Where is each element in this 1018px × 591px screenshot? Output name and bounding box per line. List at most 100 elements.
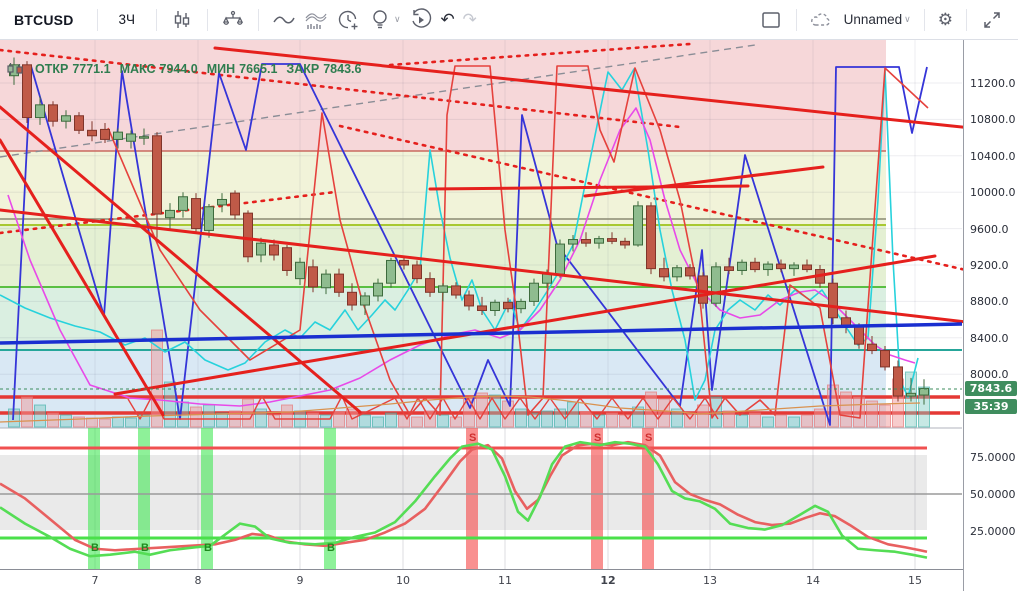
price-axis[interactable]: 7843.6 35:39 11200.0 10800.0 10400.0 10000.… [963, 40, 1018, 591]
candle-body [61, 115, 71, 122]
volume-bar [99, 418, 111, 428]
price-axis-tick: 9200.0 [970, 259, 1009, 272]
idea-bulb-icon[interactable] [366, 6, 394, 34]
time-axis-label: 14 [806, 574, 820, 587]
red-trendline[interactable] [583, 165, 825, 198]
buy-signal-bar[interactable] [88, 428, 100, 569]
cloud-save-icon[interactable] [808, 6, 836, 34]
volume-bar [281, 404, 293, 428]
volume-bar [866, 400, 878, 428]
buy-signal-bar[interactable] [324, 428, 336, 569]
volume-bar [580, 411, 592, 428]
red-dotted-trendline[interactable] [338, 124, 963, 282]
candle-body [269, 244, 279, 256]
time-axis[interactable]: 7 8 9 10 11 12 13 14 15 [0, 569, 963, 591]
settings-gear-icon[interactable]: ⚙ [937, 9, 953, 29]
volume-bar [671, 408, 683, 428]
buy-signal-bar[interactable] [201, 428, 213, 569]
candle-body [516, 300, 526, 310]
panel-square-icon[interactable] [757, 6, 785, 34]
sell-signal-label: S [594, 432, 601, 444]
buy-signal-bar[interactable] [138, 428, 150, 569]
indicators-icon[interactable] [302, 6, 330, 34]
chevron-down-icon[interactable]: ∨ [394, 14, 401, 24]
volume-bar [632, 406, 644, 428]
buy-signal-label: B [327, 542, 335, 554]
candle-body [789, 264, 799, 270]
red-trendline[interactable] [113, 254, 937, 396]
red-trendline[interactable] [0, 208, 963, 328]
replay-icon[interactable] [407, 6, 435, 34]
layout-name-button[interactable]: Unnamed [843, 12, 903, 27]
blue-trendline[interactable] [0, 322, 963, 345]
volume-bar [255, 408, 267, 428]
candle-body [724, 266, 734, 271]
candle-body [477, 305, 487, 312]
red-dotted-trendline[interactable] [0, 48, 682, 129]
chart-canvas[interactable]: B B B B S S S [0, 40, 963, 569]
fullscreen-icon[interactable] [978, 6, 1006, 34]
symbol-button[interactable]: BTCUSD [14, 11, 74, 28]
red-trendline[interactable] [213, 46, 963, 133]
undo-button[interactable]: ↶ [440, 9, 455, 29]
candle-body [711, 266, 721, 304]
time-axis-label: 10 [396, 574, 410, 587]
candle-body [555, 243, 565, 275]
buy-signal-label: B [204, 542, 212, 554]
candle-body [74, 115, 84, 131]
volume-bar [333, 411, 345, 428]
candle-body [204, 206, 214, 231]
line-style-icon[interactable] [270, 6, 298, 34]
red-trendline[interactable] [428, 184, 750, 191]
bar-countdown-badge: 35:39 [965, 399, 1017, 414]
buy-signal-label: B [141, 542, 149, 554]
price-axis-tick: 8800.0 [970, 295, 1009, 309]
red-trendline[interactable] [0, 138, 165, 417]
candle-body [568, 239, 578, 245]
separator [966, 8, 967, 31]
chevron-down-icon[interactable]: ∨ [904, 14, 911, 24]
time-axis-label: 7 [91, 574, 99, 587]
volume-bar [21, 396, 33, 428]
candle-body [308, 266, 318, 288]
candle-body [87, 129, 97, 137]
gray-dashed-trendline[interactable] [0, 44, 756, 158]
volume-bar [112, 416, 124, 428]
ma-cyan-indicator-line [0, 68, 919, 401]
candle-body [165, 209, 175, 219]
candle-body [360, 295, 370, 306]
candle-body [620, 240, 630, 246]
candle-body [9, 64, 19, 77]
volume-bar [60, 414, 72, 428]
candle-body [438, 285, 448, 293]
separator [156, 8, 158, 31]
candle-body [867, 343, 877, 352]
price-axis-tick: 10400.0 [970, 149, 1016, 163]
candle-body [113, 131, 123, 140]
interval-button[interactable]: 3Ч [118, 12, 136, 27]
red-dotted-trendline[interactable] [388, 42, 692, 67]
sell-signal-bar[interactable] [466, 428, 478, 569]
separator [923, 8, 925, 31]
redo-button[interactable]: ↷ [462, 9, 477, 29]
volume-bar [567, 401, 579, 428]
sell-signal-bar[interactable] [642, 428, 654, 569]
candle-body [217, 198, 227, 206]
volume-bar [164, 381, 176, 428]
candle-body [282, 247, 292, 271]
compare-icon[interactable] [219, 6, 247, 34]
volume-bar [268, 414, 280, 428]
candle-body [399, 259, 409, 266]
volume-bar [762, 416, 774, 428]
current-price-badge: 7843.6 [965, 381, 1017, 396]
candle-body [295, 261, 305, 280]
candles-style-icon[interactable] [168, 6, 196, 34]
candle-body [919, 387, 929, 396]
candle-body [854, 326, 864, 345]
sell-signal-bar[interactable] [591, 428, 603, 569]
red-trendline[interactable] [0, 105, 362, 414]
alert-clock-icon[interactable] [334, 6, 362, 34]
volume-bar [151, 329, 163, 428]
volume-bar [853, 396, 865, 428]
